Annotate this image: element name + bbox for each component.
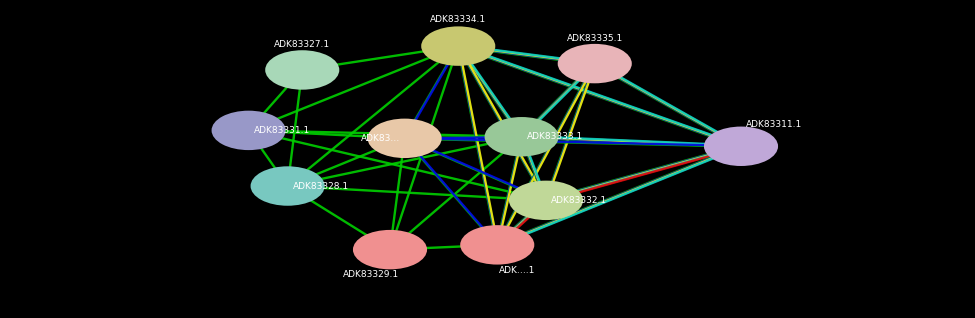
- Ellipse shape: [265, 50, 339, 90]
- Text: ADK83311.1: ADK83311.1: [746, 120, 802, 129]
- Ellipse shape: [485, 117, 559, 156]
- Ellipse shape: [460, 225, 534, 265]
- Text: ADK83331.1: ADK83331.1: [254, 126, 310, 135]
- Text: ADK83327.1: ADK83327.1: [274, 40, 331, 49]
- Ellipse shape: [353, 230, 427, 269]
- Ellipse shape: [368, 119, 442, 158]
- Text: ADK….1: ADK….1: [498, 266, 535, 274]
- Text: ADK83333.1: ADK83333.1: [526, 132, 583, 141]
- Ellipse shape: [421, 26, 495, 66]
- Ellipse shape: [212, 111, 286, 150]
- Text: ADK83328.1: ADK83328.1: [292, 182, 349, 190]
- Text: ADK83329.1: ADK83329.1: [342, 270, 399, 279]
- Ellipse shape: [251, 166, 325, 206]
- Text: ADK83332.1: ADK83332.1: [551, 196, 607, 205]
- Ellipse shape: [509, 181, 583, 220]
- Text: ADK83334.1: ADK83334.1: [430, 16, 487, 24]
- Ellipse shape: [558, 44, 632, 83]
- Ellipse shape: [704, 127, 778, 166]
- Text: ADK83335.1: ADK83335.1: [566, 34, 623, 43]
- Text: ADK83…: ADK83…: [361, 134, 400, 143]
